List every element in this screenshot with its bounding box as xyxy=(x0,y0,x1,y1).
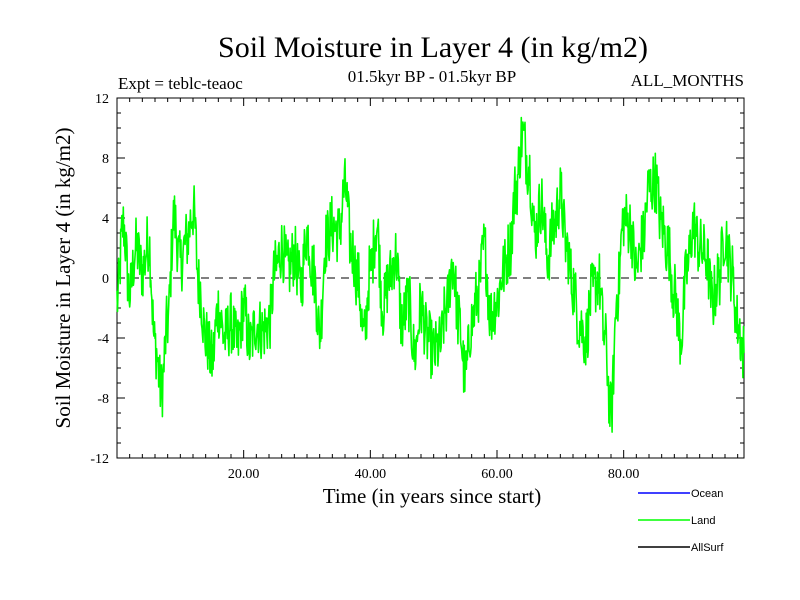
x-axis-ticks: 20.00 40.00 60.00 80.00 xyxy=(129,98,739,482)
series-line-land xyxy=(116,116,745,433)
legend-label-land: Land xyxy=(691,515,715,527)
x-tick-label: 60.00 xyxy=(481,467,513,482)
x-tick-label: 20.00 xyxy=(228,467,260,482)
y-axis-ticks: -12 -8 -4 0 4 8 12 xyxy=(90,92,744,467)
x-tick-label: 80.00 xyxy=(608,467,640,482)
y-tick-label: 8 xyxy=(102,152,109,167)
y-tick-label: -8 xyxy=(97,392,109,407)
chart-subtitle-center: 01.5kyr BP - 01.5kyr BP xyxy=(348,67,516,86)
y-axis-label: Soil Moisture in Layer 4 (in kg/m2) xyxy=(51,128,75,429)
y-tick-label: 12 xyxy=(95,92,109,107)
x-tick-label: 40.00 xyxy=(355,467,387,482)
chart-subtitle-right: ALL_MONTHS xyxy=(631,71,744,90)
legend: Ocean Land AllSurf xyxy=(638,488,724,554)
plot-area: -12 -8 -4 0 4 8 12 20.00 40.00 60.00 80.00 xyxy=(90,92,745,482)
chart-title: Soil Moisture in Layer 4 (in kg/m2) xyxy=(218,31,648,64)
legend-label-allsurf: AllSurf xyxy=(691,542,724,554)
y-tick-label: 0 xyxy=(102,272,109,287)
x-axis-label: Time (in years since start) xyxy=(323,484,542,508)
y-tick-label: -12 xyxy=(90,452,109,467)
y-tick-label: -4 xyxy=(97,332,109,347)
chart-subtitle-left: Expt = teblc-teaoc xyxy=(118,74,243,93)
series-group xyxy=(116,116,745,433)
legend-label-ocean: Ocean xyxy=(691,488,723,500)
y-tick-label: 4 xyxy=(102,212,109,227)
